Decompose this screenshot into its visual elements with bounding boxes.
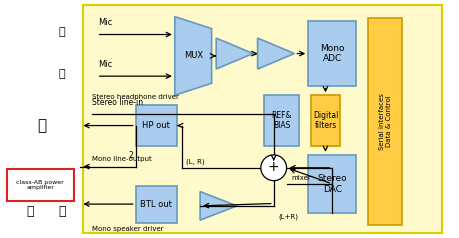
Polygon shape: [216, 38, 252, 69]
Polygon shape: [257, 38, 294, 69]
Text: (L, R): (L, R): [186, 159, 204, 165]
Text: +: +: [267, 160, 279, 174]
Text: HP out: HP out: [142, 121, 170, 130]
Text: Stereo headphone driver: Stereo headphone driver: [92, 94, 179, 100]
Text: Mono speaker driver: Mono speaker driver: [92, 226, 163, 232]
FancyBboxPatch shape: [135, 105, 177, 146]
Text: 🎤: 🎤: [59, 27, 65, 37]
FancyBboxPatch shape: [83, 5, 441, 233]
Text: 🎤: 🎤: [59, 69, 65, 79]
Text: REF&
BIAS: REF& BIAS: [271, 111, 291, 130]
FancyBboxPatch shape: [310, 95, 340, 146]
Text: 2: 2: [129, 151, 133, 160]
FancyBboxPatch shape: [135, 186, 177, 223]
Text: Digital
filters: Digital filters: [312, 111, 337, 130]
FancyBboxPatch shape: [308, 155, 356, 213]
Text: (L+R): (L+R): [278, 213, 297, 219]
Text: Mono line-output: Mono line-output: [92, 156, 151, 162]
Text: 🎧: 🎧: [37, 118, 46, 133]
Ellipse shape: [260, 155, 286, 181]
Polygon shape: [174, 17, 211, 95]
Text: Mic: Mic: [98, 60, 112, 69]
FancyBboxPatch shape: [7, 169, 73, 201]
Text: 🔊: 🔊: [26, 205, 34, 218]
Text: Mono
ADC: Mono ADC: [319, 44, 344, 63]
Text: MUX: MUX: [183, 51, 202, 60]
Text: Stereo line-in: Stereo line-in: [92, 98, 143, 107]
Polygon shape: [200, 192, 236, 220]
FancyBboxPatch shape: [367, 18, 402, 225]
Text: Serial interfaces
Data & Control: Serial interfaces Data & Control: [378, 93, 391, 150]
Text: Mic: Mic: [98, 18, 112, 27]
FancyBboxPatch shape: [264, 95, 298, 146]
Text: class-AB power
amplifier: class-AB power amplifier: [17, 180, 64, 190]
Text: Stereo
DAC: Stereo DAC: [317, 174, 347, 193]
FancyBboxPatch shape: [308, 21, 356, 86]
Text: mixer: mixer: [291, 175, 310, 181]
Text: BTL out: BTL out: [140, 200, 172, 208]
Text: 🔊: 🔊: [58, 205, 66, 218]
